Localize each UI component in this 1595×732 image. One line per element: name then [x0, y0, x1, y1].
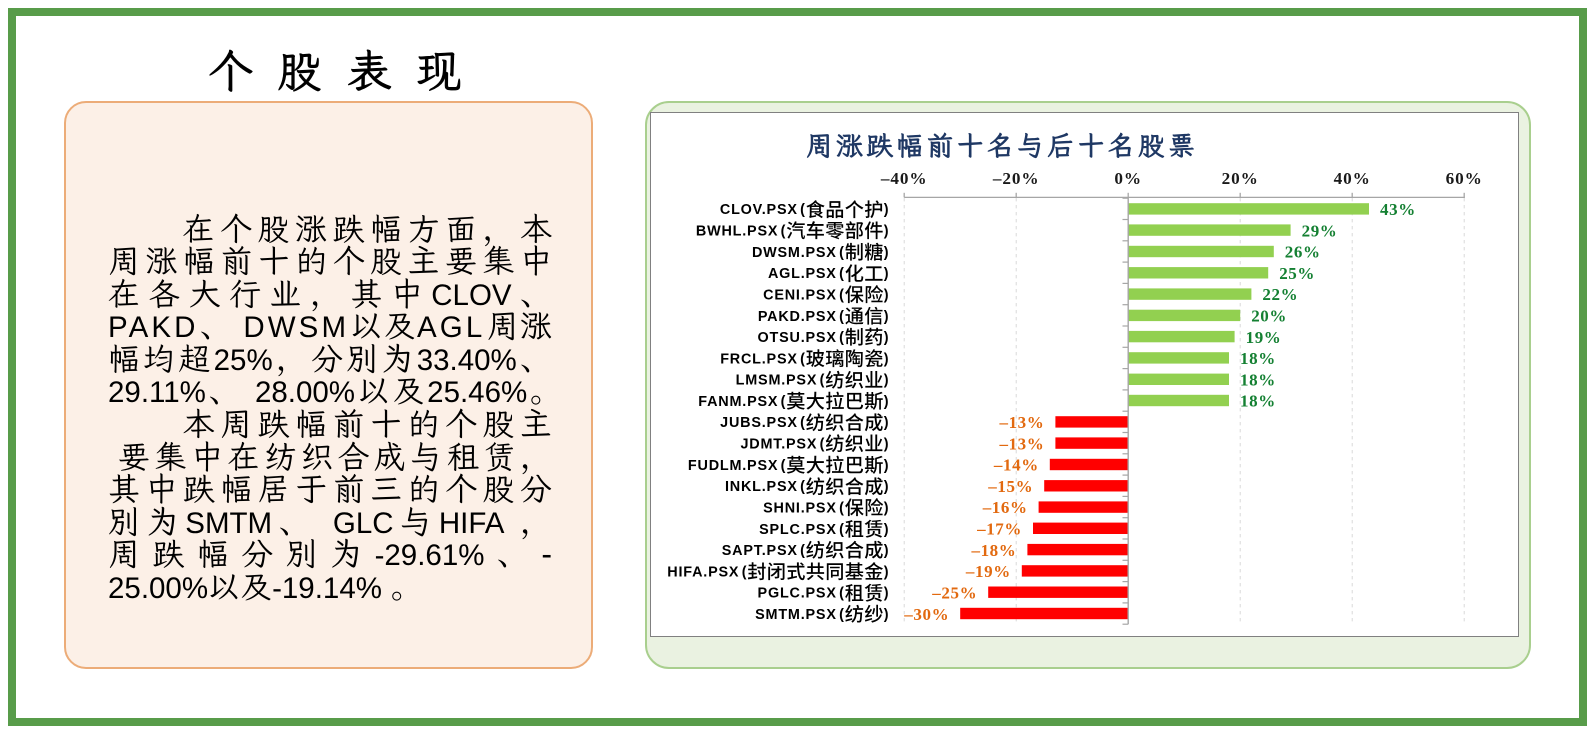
svg-text:–18%: –18% — [970, 541, 1016, 560]
svg-text:SMTM.PSX(纺纱): SMTM.PSX (纺纱) — [755, 599, 889, 627]
svg-text:60%: 60% — [1446, 169, 1483, 188]
svg-text:–16%: –16% — [982, 498, 1028, 517]
svg-text:CLOV.PSX(食品个护): CLOV.PSX (食品个护) — [720, 194, 889, 222]
svg-text:–25%: –25% — [931, 584, 977, 603]
svg-text:40%: 40% — [1334, 169, 1371, 188]
svg-text:HIFA.PSX(封闭式共同基金): HIFA.PSX (封闭式共同基金) — [667, 557, 888, 585]
svg-text:–30%: –30% — [903, 605, 949, 624]
svg-text:43%: 43% — [1380, 200, 1416, 219]
svg-text:18%: 18% — [1240, 370, 1276, 389]
svg-text:18%: 18% — [1240, 392, 1276, 411]
svg-text:SHNI.PSX(保险): SHNI.PSX (保险) — [763, 493, 889, 521]
svg-text:18%: 18% — [1240, 349, 1276, 368]
svg-text:–13%: –13% — [998, 413, 1044, 432]
svg-text:周涨跌幅前十名与后十名股票: 周涨跌幅前十名与后十名股票 — [806, 127, 1199, 163]
svg-text:–40%: –40% — [880, 169, 928, 188]
svg-text:–15%: –15% — [987, 477, 1033, 496]
svg-text:29%: 29% — [1302, 221, 1338, 240]
svg-text:22%: 22% — [1262, 285, 1298, 304]
svg-text:FANM.PSX(莫大拉巴斯): FANM.PSX (莫大拉巴斯) — [698, 386, 888, 414]
svg-text:INKL.PSX(纺织合成): INKL.PSX (纺织合成) — [725, 471, 889, 499]
svg-text:25%: 25% — [1279, 264, 1315, 283]
svg-text:–13%: –13% — [998, 434, 1044, 453]
svg-text:20%: 20% — [1251, 307, 1287, 326]
svg-text:–20%: –20% — [992, 169, 1040, 188]
svg-text:–17%: –17% — [976, 520, 1022, 539]
svg-text:19%: 19% — [1246, 328, 1282, 347]
svg-text:0%: 0% — [1114, 169, 1142, 188]
svg-text:26%: 26% — [1285, 243, 1321, 262]
svg-text:BWHL.PSX(汽车零部件): BWHL.PSX (汽车零部件) — [696, 216, 889, 244]
svg-text:–19%: –19% — [965, 562, 1011, 581]
svg-text:20%: 20% — [1222, 169, 1259, 188]
svg-text:–14%: –14% — [993, 456, 1039, 475]
